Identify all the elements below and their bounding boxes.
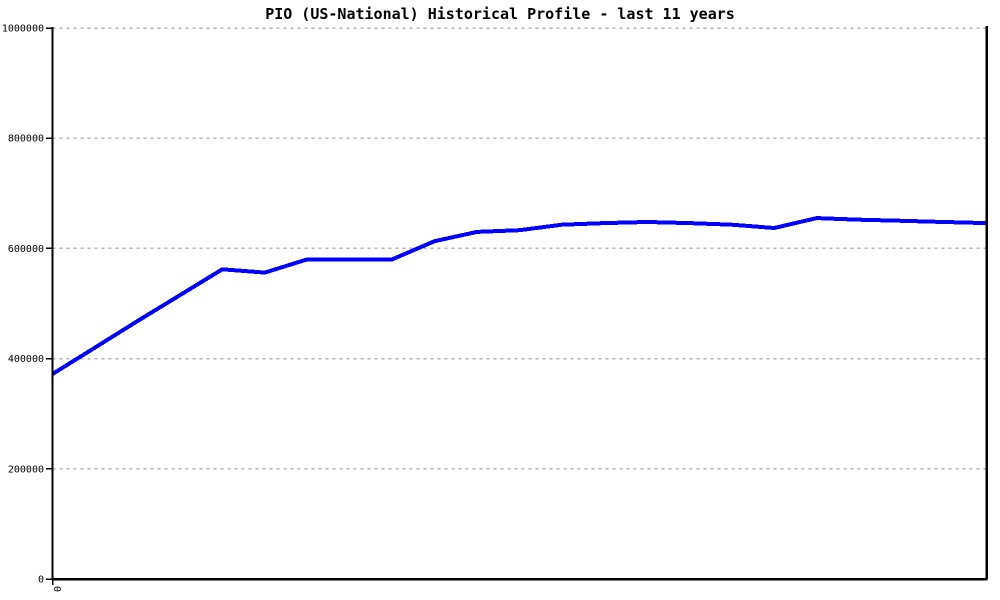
data-line-series [51,216,987,376]
y-tick-label: 0 [38,575,44,586]
y-tick-label: 200000 [8,464,44,475]
y-tick-label: 400000 [8,354,44,365]
chart-title: PIO (US-National) Historical Profile - l… [265,5,735,23]
x-tick-label: 0 [53,586,64,592]
y-tick-label: 1000000 [2,24,44,35]
y-tick-label: 600000 [8,244,44,255]
y-tick-label: 800000 [8,134,44,145]
